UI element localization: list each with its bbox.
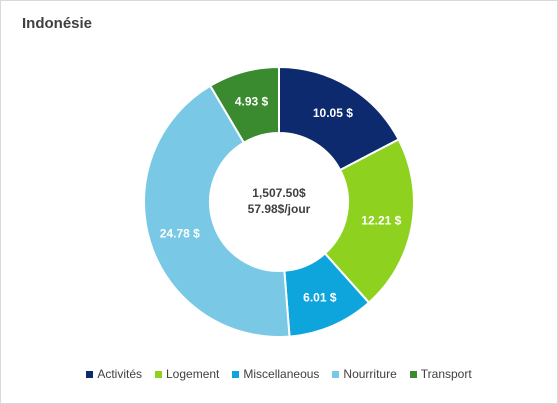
legend-label: Logement [166, 367, 220, 381]
slice-value-label: 12.21 $ [361, 214, 401, 228]
legend-label: Transport [420, 367, 472, 381]
center-total-label: 1,507.50$ [252, 186, 306, 200]
legend-item: Logement [155, 367, 219, 381]
legend-swatch [232, 370, 240, 378]
legend-item: Activités [86, 367, 142, 381]
slice-value-label: 6.01 $ [303, 291, 337, 305]
donut-slice-nourriture [143, 84, 291, 338]
legend-swatch [409, 370, 417, 378]
legend-item: Miscellaneous [232, 367, 319, 381]
chart-title: Indonésie [22, 15, 93, 32]
donut-slice-activit-s [278, 65, 400, 172]
slice-value-label: 10.05 $ [313, 106, 353, 120]
chart-legend: Activités Logement Miscellaneous Nourriture… [1, 367, 557, 381]
legend-item: Nourriture [332, 367, 397, 381]
donut-slice-transport [208, 65, 280, 144]
legend-label: Miscellaneous [243, 367, 320, 381]
legend-label: Nourriture [343, 367, 397, 381]
legend-swatch [86, 370, 94, 378]
slice-value-label: 24.78 $ [160, 226, 200, 240]
legend-item: Transport [409, 367, 472, 381]
donut-slice-logement [323, 138, 415, 305]
slice-value-label: 4.93 $ [235, 95, 269, 109]
center-per-day-label: 57.98$/jour [248, 202, 311, 216]
donut-chart: 10.05 $ 12.21 $ 6.01 $ 24.78 $ 4.93 $ 1,507.… [143, 65, 415, 338]
legend-label: Activités [97, 367, 142, 381]
legend-swatch [155, 370, 162, 378]
legend-swatch [332, 370, 340, 378]
